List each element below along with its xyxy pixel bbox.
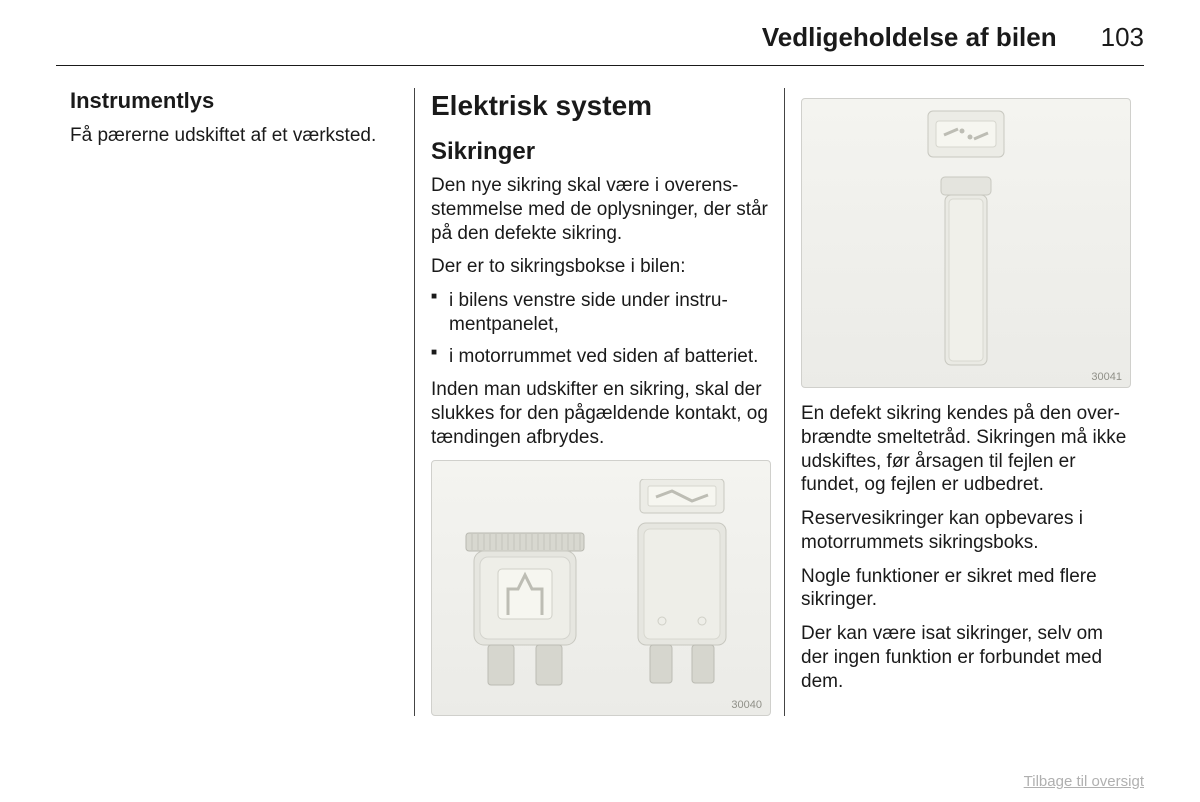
content-columns: Instrumentlys Få pærerne udskiftet af et…: [56, 88, 1144, 716]
list-item: i bilens venstre side under instru­mentp…: [431, 289, 768, 337]
list-item: i motorrummet ved siden af batte­riet.: [431, 345, 768, 369]
col3-paragraph-2: Reservesikringer kan opbevares i motorru…: [801, 507, 1128, 555]
col2-sub-heading: Sikringer: [431, 138, 768, 166]
col2-paragraph-2: Der er to sikringsbokse i bilen:: [431, 255, 768, 279]
fuse-side-icon: [931, 175, 1001, 375]
figure-id: 30041: [1091, 371, 1122, 383]
col1-paragraph-1: Få pærerne udskiftet af et værksted.: [70, 124, 398, 148]
col2-main-heading: Elektrisk system: [431, 90, 768, 122]
col2-paragraph-1: Den nye sikring skal være i overens­stem…: [431, 174, 768, 245]
blade-fuse-icon: [460, 509, 590, 689]
header-title: Vedligeholdelse af bilen: [762, 22, 1057, 53]
page-number: 103: [1101, 22, 1144, 53]
page: Vedligeholdelse af bilen 103 Instrumentl…: [0, 0, 1200, 716]
figure-fuses-good: 30040: [431, 460, 771, 716]
col1-heading: Instrumentlys: [70, 88, 398, 114]
column-2: Elektrisk system Sikringer Den nye sikri…: [414, 88, 784, 716]
cartridge-fuse-icon: [622, 479, 742, 689]
back-to-overview-link[interactable]: Tilbage til oversigt: [1024, 773, 1144, 790]
col3-paragraph-3: Nogle funktioner er sikret med flere sik…: [801, 565, 1128, 613]
page-header: Vedligeholdelse af bilen 103: [56, 22, 1144, 66]
column-1: Instrumentlys Få pærerne udskiftet af et…: [56, 88, 414, 716]
col3-paragraph-4: Der kan være isat sikringer, selv om der…: [801, 622, 1128, 693]
column-3: 30041 En defekt sikring kendes på den ov…: [784, 88, 1144, 716]
col3-paragraph-1: En defekt sikring kendes på den over­bræ…: [801, 402, 1128, 497]
fuse-top-blown-icon: [926, 109, 1006, 159]
figure-fuse-blown: 30041: [801, 98, 1131, 388]
figure-id: 30040: [731, 699, 762, 711]
col2-list: i bilens venstre side under instru­mentp…: [431, 289, 768, 368]
col2-paragraph-3: Inden man udskifter en sikring, skal der…: [431, 378, 768, 449]
